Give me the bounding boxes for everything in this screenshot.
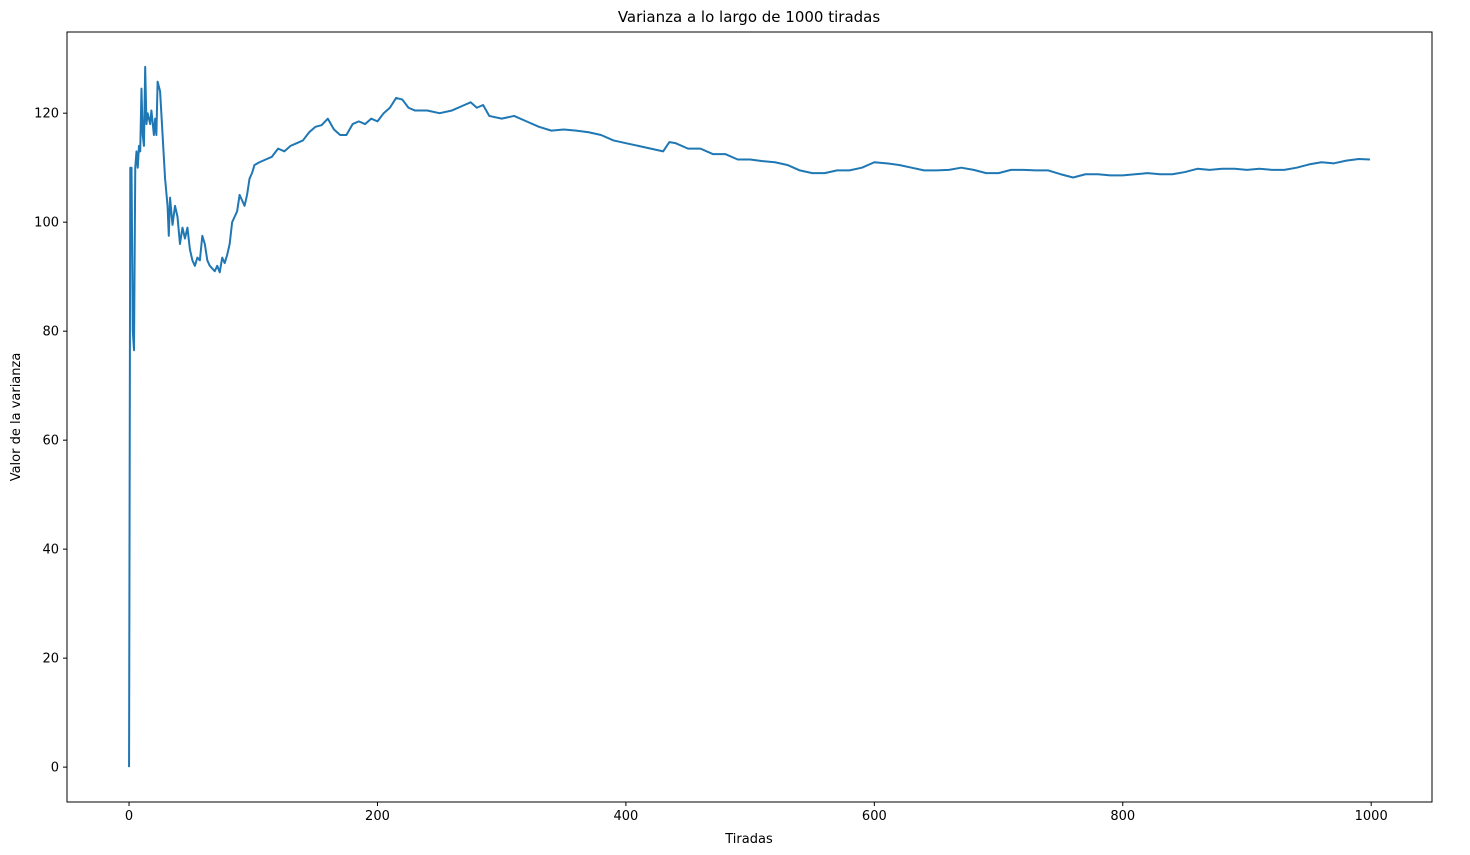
y-axis-label: Valor de la varianza	[9, 353, 24, 482]
x-tick-label: 200	[365, 809, 390, 824]
series-line	[128, 65, 1370, 768]
x-tick-label: 0	[125, 809, 133, 824]
y-tick-label: 40	[42, 543, 59, 558]
y-tick-label: 80	[42, 325, 59, 340]
plot-frame	[66, 31, 1433, 803]
x-tick-label: 600	[862, 809, 887, 824]
y-tick-label: 120	[34, 107, 59, 122]
x-tick-label: 1000	[1355, 809, 1388, 824]
y-tick-label: 0	[51, 761, 59, 776]
x-tick-label: 400	[613, 809, 638, 824]
y-tick-label: 20	[42, 652, 59, 667]
x-axis-label: Tiradas	[724, 832, 773, 847]
chart-title: Varianza a lo largo de 1000 tiradas	[618, 8, 881, 26]
y-tick-label: 60	[42, 434, 59, 449]
y-tick-label: 100	[34, 216, 59, 231]
x-tick-label: 800	[1110, 809, 1135, 824]
